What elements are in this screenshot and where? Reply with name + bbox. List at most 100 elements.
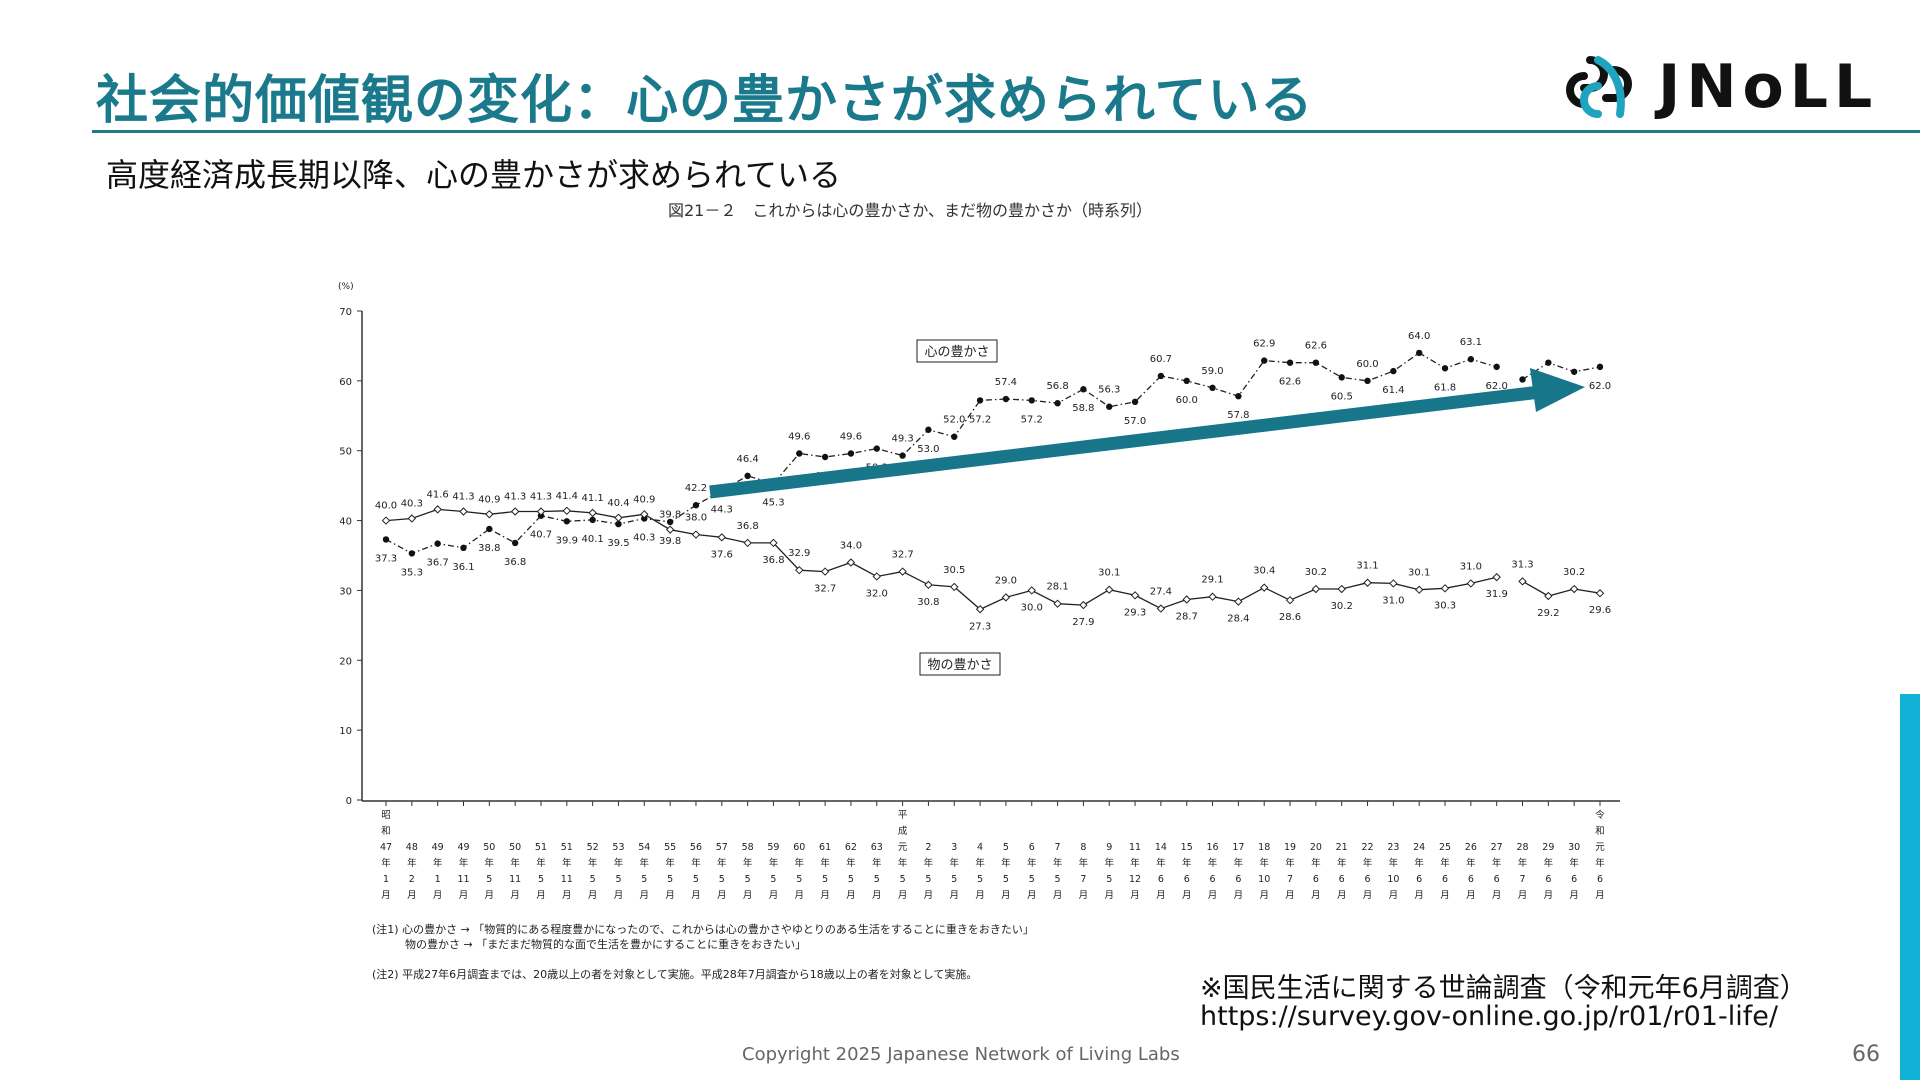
mono-value-label: 41.3 bbox=[452, 491, 474, 502]
chart-note-2: (注2) 平成27年6月調査までは、20歳以上の者を対象として実施。平成28年7… bbox=[372, 968, 978, 981]
x-tick-label: 年 bbox=[665, 857, 675, 869]
kokoro-value-label: 62.9 bbox=[1253, 339, 1275, 350]
y-tick-label: 0 bbox=[346, 796, 352, 807]
mono-series-line bbox=[1522, 580, 1601, 597]
x-tick-label: 59 bbox=[767, 842, 779, 853]
mono-value-label: 30.4 bbox=[1253, 566, 1275, 577]
mono-value-label: 30.1 bbox=[1098, 568, 1120, 579]
x-tick-label: 22 bbox=[1361, 842, 1373, 853]
kokoro-value-label: 57.2 bbox=[1021, 414, 1043, 425]
x-tick-label: 月 bbox=[820, 890, 830, 901]
x-tick-label: 年 bbox=[1130, 857, 1140, 869]
x-tick-label: 19 bbox=[1284, 842, 1296, 853]
x-tick-label: 年 bbox=[1389, 857, 1399, 869]
kokoro-data-point bbox=[976, 397, 984, 404]
kokoro-data-point bbox=[1364, 377, 1371, 385]
kokoro-data-point bbox=[796, 450, 803, 457]
mono-value-label: 41.3 bbox=[504, 491, 526, 502]
x-tick-label: 月 bbox=[898, 890, 908, 901]
mono-value-label: 37.6 bbox=[711, 549, 733, 560]
x-tick-label: 月 bbox=[769, 890, 779, 901]
chain-link-icon bbox=[1566, 56, 1632, 118]
kokoro-data-point bbox=[1596, 363, 1604, 371]
x-tick-label: 月 bbox=[562, 890, 572, 901]
mono-value-label: 29.3 bbox=[1124, 607, 1146, 618]
mono-data-point bbox=[1311, 584, 1321, 594]
mono-data-point bbox=[562, 506, 572, 515]
x-tick-label: 24 bbox=[1413, 842, 1425, 853]
x-tick-label: 5 bbox=[1029, 874, 1035, 885]
x-tick-label: 7 bbox=[1055, 842, 1061, 853]
kokoro-data-point bbox=[692, 502, 700, 509]
x-tick-label: 月 bbox=[1208, 890, 1218, 901]
source-url[interactable]: https://survey.gov-online.go.jp/r01/r01-… bbox=[1200, 1001, 1778, 1032]
mono-value-label: 30.3 bbox=[1434, 600, 1456, 611]
mono-data-point bbox=[1466, 579, 1476, 588]
x-tick-label: 6 bbox=[1442, 874, 1448, 885]
x-tick-label: 49 bbox=[457, 842, 469, 853]
mono-data-point bbox=[640, 510, 649, 519]
mono-value-label: 41.3 bbox=[530, 491, 552, 502]
mono-data-point bbox=[433, 505, 442, 514]
kokoro-value-label: 52.0 bbox=[943, 415, 965, 426]
mono-value-label: 27.9 bbox=[1072, 617, 1094, 628]
x-tick-label: 月 bbox=[1027, 890, 1037, 901]
mono-value-label: 41.1 bbox=[582, 493, 604, 504]
kokoro-data-point bbox=[1209, 384, 1216, 392]
x-tick-label: 月 bbox=[1079, 890, 1089, 901]
x-tick-label: 7 bbox=[1080, 874, 1086, 885]
x-tick-label: 年 bbox=[588, 857, 598, 869]
x-tick-label: 月 bbox=[1569, 890, 1579, 901]
x-tick-label: 年 bbox=[433, 857, 443, 869]
mono-data-point bbox=[1079, 600, 1088, 610]
x-tick-label: 月 bbox=[1363, 890, 1373, 901]
mono-value-label: 30.8 bbox=[917, 597, 939, 608]
mono-data-point bbox=[588, 508, 597, 518]
x-tick-label: 年 bbox=[1234, 857, 1244, 869]
x-tick-label: 61 bbox=[819, 842, 831, 853]
kokoro-data-point bbox=[382, 536, 390, 543]
x-tick-label: 年 bbox=[1285, 857, 1295, 869]
x-tick-label: 和 bbox=[1595, 826, 1605, 837]
x-tick-label: 54 bbox=[638, 842, 650, 853]
kokoro-data-point bbox=[1467, 356, 1475, 363]
x-tick-label: 6 bbox=[1210, 874, 1216, 885]
mono-data-point bbox=[1208, 592, 1217, 601]
x-tick-label: 23 bbox=[1387, 842, 1399, 853]
x-tick-label: 月 bbox=[1492, 890, 1502, 901]
x-tick-label: 6 bbox=[1339, 874, 1345, 885]
mono-value-label: 30.5 bbox=[943, 565, 965, 576]
x-tick-label: 48 bbox=[406, 842, 418, 853]
mono-value-label: 40.9 bbox=[478, 494, 500, 505]
kokoro-data-point bbox=[511, 539, 519, 547]
page-number: 66 bbox=[1852, 1042, 1880, 1067]
x-tick-label: 27 bbox=[1491, 842, 1503, 853]
x-tick-label: 21 bbox=[1336, 842, 1348, 853]
mono-value-label: 34.0 bbox=[840, 540, 862, 551]
x-tick-label: 月 bbox=[1001, 890, 1011, 901]
mono-data-point bbox=[872, 572, 881, 581]
chart-note-1: (注1) 心の豊かさ → 「物質的にある程度豊かになったので、これからは心の豊か… bbox=[372, 923, 1034, 936]
x-tick-label: 5 bbox=[615, 874, 621, 885]
x-tick-label: 月 bbox=[665, 890, 675, 901]
mono-data-point bbox=[950, 582, 959, 592]
x-tick-label: 5 bbox=[641, 874, 647, 885]
mono-value-label: 31.0 bbox=[1382, 595, 1404, 606]
x-tick-label: 11 bbox=[561, 874, 573, 885]
mono-data-point bbox=[846, 558, 856, 567]
x-tick-label: 月 bbox=[433, 890, 443, 901]
x-tick-label: 年 bbox=[769, 857, 779, 869]
kokoro-data-point bbox=[925, 426, 932, 433]
mono-data-point bbox=[1440, 584, 1450, 593]
x-tick-label: 昭 bbox=[381, 810, 391, 821]
x-tick-label: 月 bbox=[1440, 890, 1450, 901]
x-tick-label: 6 bbox=[1571, 874, 1577, 885]
kokoro-value-label: 57.8 bbox=[1227, 410, 1249, 421]
mono-data-point bbox=[975, 605, 985, 614]
x-tick-label: 5 bbox=[822, 874, 828, 885]
x-tick-label: 年 bbox=[1182, 857, 1192, 869]
mono-data-point bbox=[717, 533, 726, 542]
mono-data-point bbox=[1105, 585, 1114, 594]
x-tick-label: 2 bbox=[409, 874, 415, 885]
kokoro-data-point bbox=[1002, 395, 1010, 403]
